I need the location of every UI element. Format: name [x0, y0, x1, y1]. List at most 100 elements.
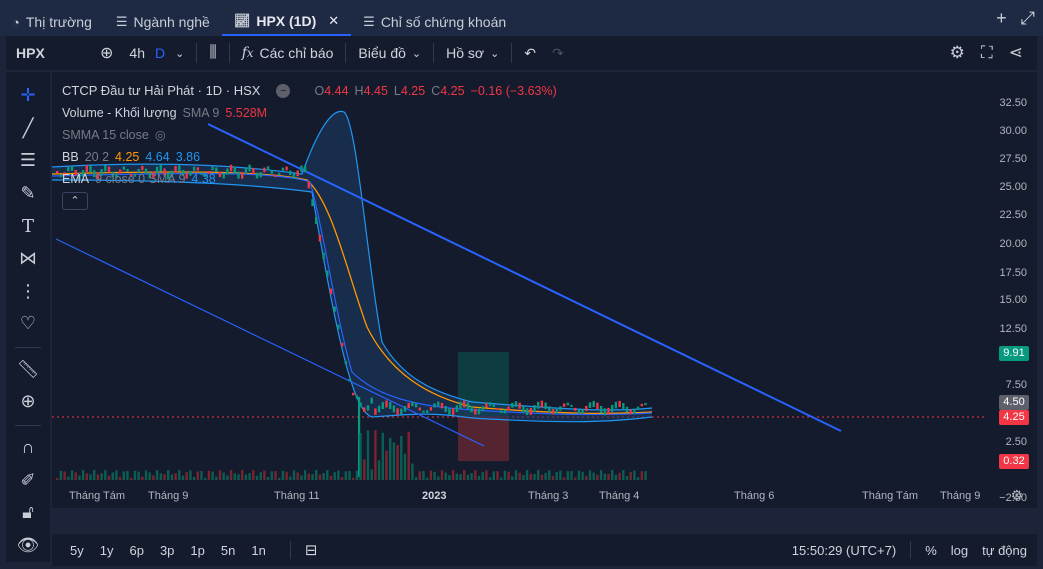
candle	[111, 171, 114, 178]
candle	[496, 408, 499, 411]
time-axis[interactable]: Tháng Tám Tháng 9 Tháng 11 2023 Tháng 3 Tháng…	[52, 484, 1037, 508]
auto-scale-toggle[interactable]: tự động	[982, 542, 1027, 558]
time-tick: Tháng 4	[599, 490, 640, 502]
candle	[67, 167, 70, 172]
redo-button[interactable]: ↷	[544, 36, 572, 70]
indicators-button[interactable]: fx Các chỉ báo	[234, 36, 342, 70]
lock-icon[interactable]: 🔓︎	[22, 502, 34, 523]
legend-volume-row[interactable]: Volume - Khối lượng SMA 9 5.528M	[62, 102, 557, 124]
log-toggle[interactable]: log	[950, 542, 969, 558]
minus-icon[interactable]: −	[276, 84, 291, 98]
range-button-1p[interactable]: 1p	[190, 542, 205, 558]
edit-lock-icon[interactable]: ✐	[20, 469, 36, 490]
share-icon[interactable]: ⋖	[1008, 43, 1023, 62]
range-button-1n[interactable]: 1n	[251, 542, 266, 558]
price-chart[interactable]: FFF𝗧𝗩	[52, 72, 985, 484]
candle	[244, 167, 248, 175]
compare-button[interactable]: ⊕	[92, 36, 121, 70]
candle	[507, 406, 510, 411]
fullscreen-icon[interactable]: ⛶	[980, 43, 993, 62]
candle	[348, 379, 351, 382]
ema-label: EMA	[62, 172, 90, 186]
tab-hpx-chart[interactable]: 📈︎ HPX (1D) ✕	[221, 8, 352, 36]
candle	[437, 401, 440, 407]
bollinger-band-fill	[52, 111, 652, 422]
tab-thi-truong[interactable]: ◔ Thị trường	[0, 8, 104, 36]
volume-bar	[618, 472, 621, 480]
brush-icon[interactable]: ✎	[20, 183, 36, 204]
horizontal-lines-icon[interactable]: ☰	[19, 150, 37, 171]
prediction-icon[interactable]: ⋮	[19, 280, 37, 301]
goto-date-icon[interactable]: ⊟	[304, 542, 318, 559]
settings-gear-icon[interactable]: ⚙	[949, 43, 965, 62]
volume-bar	[363, 459, 366, 480]
range-button-5n[interactable]: 5n	[220, 542, 236, 558]
expand-icon[interactable]: ⤢	[1020, 8, 1035, 28]
candle	[152, 171, 155, 178]
candle	[603, 408, 606, 416]
collapse-legend-button[interactable]: ⌃	[62, 192, 88, 210]
tab-chi-so[interactable]: ☰ Chỉ số chứng khoán	[351, 8, 518, 36]
crosshair-icon[interactable]: ✛	[20, 85, 36, 106]
ema-line	[52, 172, 653, 416]
clock-time[interactable]: 15:50:29 (UTC+7)	[791, 542, 897, 558]
legend-title: CTCP Đầu tư Hải Phát · 1D · HSX	[62, 83, 261, 98]
range-button-6p[interactable]: 6p	[129, 542, 144, 558]
ohlc-open: O4.44	[314, 84, 349, 98]
undo-button[interactable]: ↶	[516, 36, 544, 70]
candle	[352, 392, 355, 396]
zoom-in-icon[interactable]: ⊕	[20, 391, 36, 412]
pattern-icon[interactable]: ⋈	[19, 248, 37, 269]
pie-chart-icon: ◔	[12, 14, 20, 30]
range-button-1y[interactable]: 1y	[99, 542, 114, 558]
candle	[474, 408, 477, 415]
price-axis[interactable]: 32.50 30.00 27.50 25.00 22.50 20.00 17.50 15.00…	[985, 72, 1037, 508]
heart-icon[interactable]: ♡	[19, 313, 37, 334]
candle	[289, 170, 292, 176]
interval-d-button[interactable]: D	[154, 45, 166, 61]
candle	[522, 405, 525, 413]
candle	[374, 408, 377, 415]
interval-dropdown[interactable]: ⌄	[167, 36, 192, 70]
volume-bar	[518, 472, 521, 480]
profile-button[interactable]: Hồ sơ ⌄	[438, 36, 507, 70]
tab-nganh-nghe[interactable]: ☰ Ngành nghề	[104, 8, 222, 36]
magnet-icon[interactable]: ∩	[21, 437, 35, 458]
candle	[340, 342, 344, 347]
text-icon[interactable]: T	[21, 215, 34, 237]
price-tick: 32.50	[999, 97, 1027, 109]
candle	[307, 181, 310, 189]
candle	[470, 405, 473, 413]
volume-bar	[389, 437, 392, 480]
legend-bb-row[interactable]: BB 20 2 4.25 4.64 3.86	[62, 146, 557, 168]
chart-panel[interactable]: FFF𝗧𝗩 CTCP Đầu tư Hải Phát · 1D · HSX − …	[52, 72, 1037, 508]
trend-line-icon[interactable]: ╱	[22, 117, 34, 138]
symbol-search[interactable]: HPX	[16, 45, 45, 61]
candle	[500, 410, 503, 414]
eye-icon[interactable]: 👁︎	[16, 534, 40, 555]
volume-bar	[196, 471, 199, 480]
candle	[255, 172, 259, 179]
interval-4h-button[interactable]: 4h	[129, 45, 145, 61]
eye-hidden-icon[interactable]: ◎	[154, 128, 166, 142]
legend-smma-row[interactable]: SMMA 15 close ◎	[62, 124, 557, 146]
chart-type-button[interactable]: Biểu đồ ⌄	[350, 36, 429, 70]
chart-style-button[interactable]: ⫼	[201, 36, 224, 70]
candle	[81, 170, 85, 177]
smma-label: SMMA 15 close	[62, 128, 149, 142]
ruler-icon[interactable]: 📏︎	[16, 358, 40, 379]
volume-bar	[644, 471, 647, 480]
bb-lower-value: 3.86	[175, 150, 201, 164]
range-button-5y[interactable]: 5y	[70, 542, 84, 558]
volume-bar	[237, 474, 240, 480]
candle	[292, 173, 296, 179]
axis-settings-gear-icon[interactable]: ⚙	[1010, 487, 1023, 503]
add-tab-icon[interactable]: +	[996, 8, 1007, 28]
candle	[285, 166, 288, 171]
range-button-3p[interactable]: 3p	[159, 542, 175, 558]
close-icon[interactable]: ✕	[328, 13, 340, 28]
candle	[126, 168, 129, 172]
percent-toggle[interactable]: %	[925, 542, 937, 558]
legend-ema-row[interactable]: EMA 9 close 0 SMA 9 4.38	[62, 168, 557, 190]
volume-bar	[533, 473, 536, 480]
